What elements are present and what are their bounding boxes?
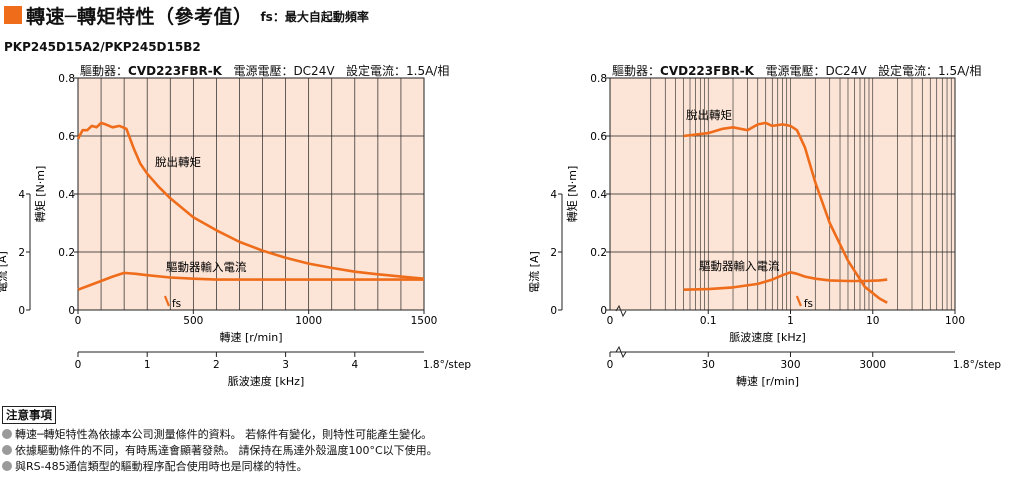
speed-tick-label: 0 [607,359,614,371]
x-tick-label: 1 [787,315,794,327]
x-tick-label: 0 [75,315,82,327]
pulse-tick-label: 1 [144,359,151,371]
note-text: 與RS-485通信類型的驅動程序配合使用時也是同樣的特性。 [15,460,308,473]
pullout-torque-line [76,121,425,280]
pullout-torque-annotation: 脫出轉矩 [686,108,732,122]
title-marker [4,6,22,24]
notes-title: 注意事項 [2,406,56,424]
note-item: 與RS-485通信類型的驅動程序配合使用時也是同樣的特性。 [2,458,438,474]
x-axis-label: 轉速 [r/min] [219,331,282,344]
pulse-tick-label: 4 [351,359,358,371]
notes-section: 注意事項 轉速─轉矩特性為依據本公司測量條件的資料。 若條件有變化，則特性可能產… [2,406,438,474]
note-text: 轉速─轉矩特性為依據本公司測量條件的資料。 若條件有變化，則特性可能產生變化。 [15,428,433,441]
input-current-annotation: 驅動器輸入電流 [166,260,247,274]
input-current-annotation: 驅動器輸入電流 [699,259,780,273]
x-tick-label: 1000 [295,315,322,327]
y-tick-label: 0.4 [58,189,75,201]
speed-axis-label: 轉速 [r/min] [736,375,799,388]
current-tick-label: 0 [550,305,557,317]
pulse-tick-label: 2 [213,359,220,371]
y-tick-label: 0 [68,305,75,317]
current-tick-label: 4 [550,189,557,201]
step-angle-label: 1.8°/step [953,359,1002,371]
y-tick-label: 0.2 [58,247,75,259]
current-tick-label: 4 [18,189,25,201]
driver-label: 驅動器： [80,64,129,78]
axis-break [615,304,627,318]
y-tick-label: 0.4 [590,189,607,201]
x-tick-label: 1500 [411,315,438,327]
driver-label: 驅動器： [612,64,661,78]
page-title: 轉速─轉矩特性（參考值） fs：最大自起動頻率 [4,3,369,28]
fs-marker [163,295,170,307]
y-tick-label: 0.8 [58,73,75,85]
pulse-axis-label: 脈波速度 [kHz] [228,374,305,388]
model-number: PKP245D15A2/PKP245D15B2 [4,40,201,54]
y-tick-label: 0.2 [590,247,607,259]
y-tick-label: 0.6 [58,131,75,143]
note-item: 依據驅動條件的不同，有時馬達會顯著發熱。 請保持在馬達外殼溫度100°C以下使用… [2,442,438,458]
title-text: 轉速─轉矩特性（參考值） [26,5,253,28]
current-axis-label: 電流 [A] [527,251,541,293]
speed-tick-label: 30 [702,359,715,371]
driver-info-left: 驅動器：CVD223FBR-K 電源電壓：DC24V 設定電流：1.5A/相 [80,62,449,79]
current-tick-label: 0 [18,305,25,317]
step-angle-label: 1.8°/step [423,359,472,371]
bullet-icon [2,429,12,439]
input-current-line [683,271,888,291]
pullout-torque-annotation: 脫出轉矩 [155,155,201,169]
driver-info-right: 驅動器：CVD223FBR-K 電源電壓：DC24V 設定電流：1.5A/相 [612,62,981,79]
y-tick-label: 0.6 [590,131,607,143]
x-origin-label: 0 [607,315,614,327]
x-tick-label: 500 [183,315,203,327]
current-tick-label: 2 [18,247,25,259]
pulse-tick-label: 0 [75,359,82,371]
supply-voltage: 電源電壓：DC24V [765,64,867,78]
speed-tick-label: 300 [780,359,800,371]
input-current-line [77,271,424,291]
y-tick-label: 0 [600,305,607,317]
x-axis-label: 脈波速度 [kHz] [729,330,806,344]
x-tick-label: 10 [866,315,879,327]
pullout-torque-line [683,121,888,304]
driver-model: CVD223FBR-K [660,64,754,78]
pulse-tick-label: 3 [282,359,289,371]
note-text: 依據驅動條件的不同，有時馬達會顯著發熱。 請保持在馬達外殼溫度100°C以下使用… [15,444,438,457]
x-tick-label: 0.1 [700,315,717,327]
speed-tick-label: 3000 [859,359,886,371]
set-current: 設定電流：1.5A/相 [878,64,982,78]
fs-label: fs [804,298,813,310]
y-axis-label: 轉矩 [N·m] [34,166,47,223]
current-tick-label: 2 [550,247,557,259]
supply-voltage: 電源電壓：DC24V [233,64,335,78]
x-tick-label: 100 [945,315,965,327]
title-subtitle: fs：最大自起動頻率 [260,10,369,24]
note-item: 轉速─轉矩特性為依據本公司測量條件的資料。 若條件有變化，則特性可能產生變化。 [2,426,438,442]
axis-break [615,345,627,359]
bullet-icon [2,461,12,471]
driver-model: CVD223FBR-K [128,64,222,78]
y-axis-label: 轉矩 [N·m] [566,166,579,223]
set-current: 設定電流：1.5A/相 [346,64,450,78]
fs-marker [795,295,802,307]
plot-frame [77,77,425,311]
fs-label: fs [172,298,181,310]
y-tick-label: 0.8 [590,73,607,85]
current-axis-label: 電流 [A] [0,251,9,293]
bullet-icon [2,445,12,455]
